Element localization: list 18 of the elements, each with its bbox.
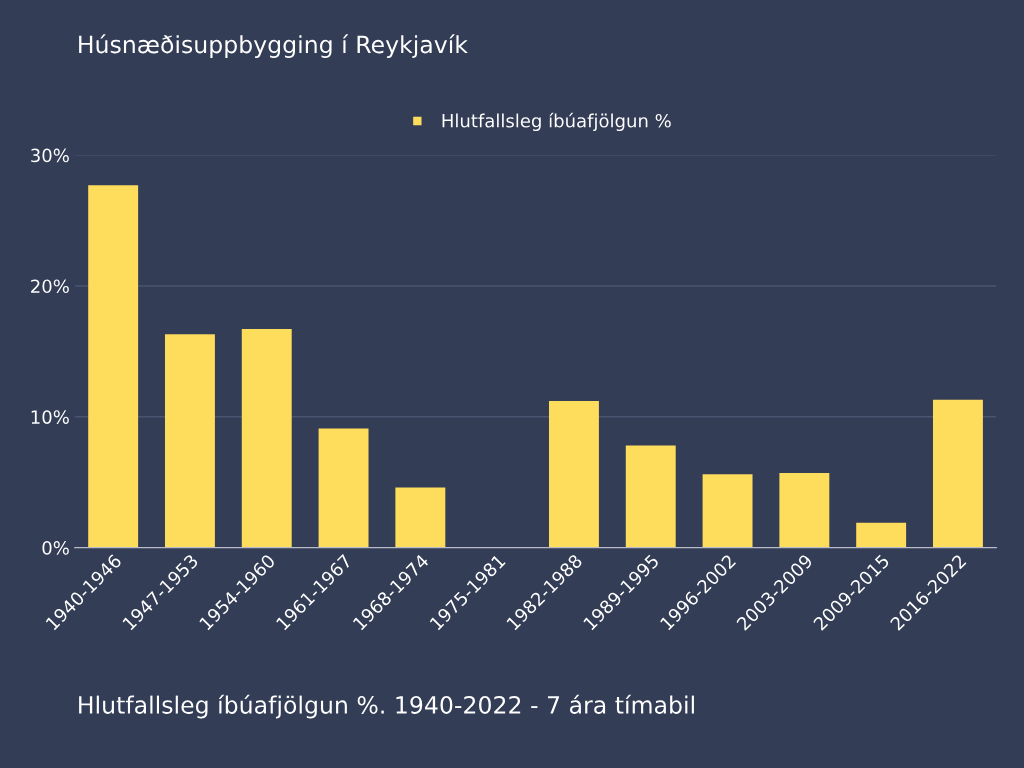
bar <box>395 487 446 548</box>
chart-title: Húsnæðisuppbygging í Reykjavík <box>79 34 468 58</box>
bar <box>856 522 907 548</box>
bar <box>625 445 676 548</box>
bar <box>548 401 599 548</box>
y-tick-label: 20% <box>31 279 69 294</box>
y-tick-label: 10% <box>31 410 69 424</box>
bar <box>241 329 292 548</box>
bar <box>932 399 983 548</box>
bar <box>164 334 215 548</box>
bar <box>779 473 830 548</box>
bar <box>702 474 753 548</box>
y-tick-label: 30% <box>31 148 69 163</box>
y-tick-label: 0% <box>42 541 69 555</box>
bar <box>318 428 369 548</box>
bar <box>88 185 139 548</box>
legend-label: Hlutfallsleg íbúafjölgun % <box>442 112 671 132</box>
text: Hlutfallsleg íbúafjölgun %. 1940-2022 - 7 ára tímabil <box>79 694 694 719</box>
